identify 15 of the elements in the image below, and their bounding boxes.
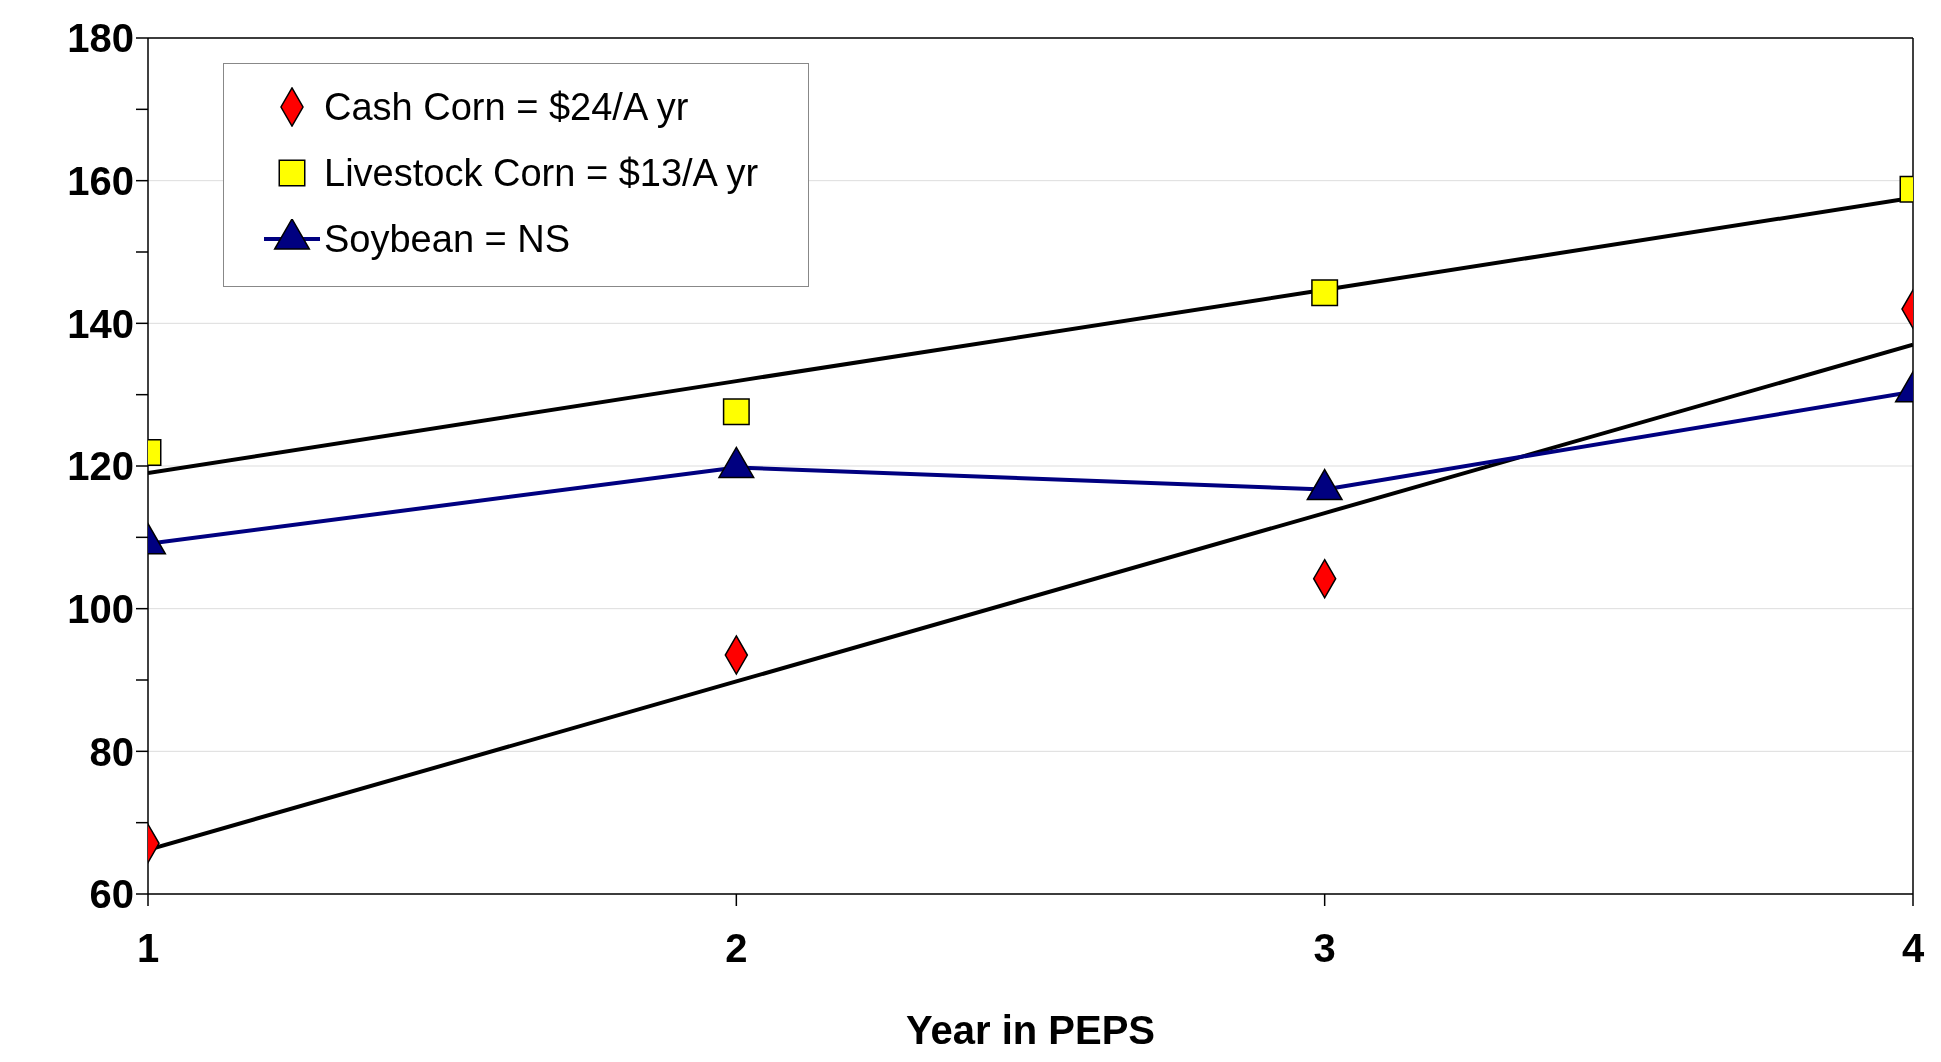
y-tick-label: 80 — [89, 729, 134, 774]
y-tick-label: 60 — [89, 872, 134, 917]
x-tick-label: 2 — [725, 926, 748, 971]
y-tick-label: 140 — [67, 301, 134, 346]
legend-label: Cash Corn = $24/A yr — [324, 85, 689, 129]
y-tick-label: 100 — [67, 586, 134, 631]
x-tick-label: 4 — [1901, 926, 1925, 971]
y-tick-label: 160 — [67, 158, 134, 203]
x-tick-label: 3 — [1313, 926, 1336, 971]
legend-label: Livestock Corn = $13/A yr — [324, 151, 759, 195]
x-axis-title: Year in PEPS — [905, 1008, 1156, 1052]
y-tick-label: 180 — [67, 16, 134, 61]
x-tick-label: 1 — [136, 926, 160, 971]
legend-label: Soybean = NS — [324, 217, 571, 261]
y-tick-label: 120 — [67, 444, 134, 489]
